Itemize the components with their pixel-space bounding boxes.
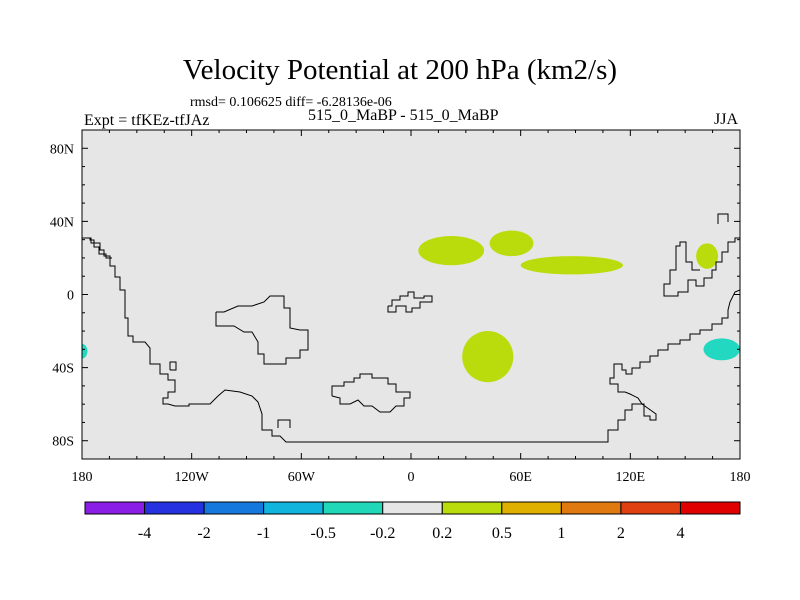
- x-tick-label: 60E: [509, 470, 532, 485]
- colorbar-swatch: [84, 501, 146, 515]
- statistics-label: rmsd= 0.106625 diff= -6.28136e-06: [190, 95, 392, 110]
- cases-label: 515_0_MaBP - 515_0_MaBP: [308, 107, 499, 124]
- page-title: Velocity Potential at 200 hPa (km2/s): [182, 54, 618, 86]
- coastline-block-south: [331, 373, 411, 413]
- x-tick-label: 180: [730, 470, 751, 485]
- plot-background: [82, 130, 740, 459]
- anomaly-layer: [82, 230, 740, 383]
- y-tick-label: 80N: [50, 142, 74, 157]
- y-tick-label: 40N: [50, 215, 74, 230]
- colorbar-label: 1: [557, 525, 565, 542]
- colorbar-swatch: [322, 501, 384, 515]
- colorbar-swatch: [263, 501, 324, 515]
- anomaly-negative-6: [82, 343, 88, 359]
- anomaly-negative-5: [703, 338, 740, 361]
- colorbar-label: -0.2: [370, 525, 395, 542]
- coastline-north-america: [82, 237, 112, 259]
- colorbar: -4 -2 -1 -0.5 -0.2 0.2 0.5 1 2 4: [84, 501, 741, 542]
- anomaly-positive-0: [418, 236, 485, 266]
- colorbar-swatch: [501, 501, 562, 515]
- coastline-layer: [82, 213, 740, 443]
- coastline-island-south: [277, 419, 291, 428]
- colorbar-label: -1: [257, 525, 270, 542]
- coastline-south-america: [82, 237, 740, 443]
- colorbar-label: -2: [197, 525, 210, 542]
- y-tick-label: 80S: [52, 435, 74, 450]
- colorbar-swatch: [620, 501, 681, 515]
- colorbar-swatch: [560, 501, 622, 515]
- tick-layer: 180 120W 60W 0 60E 120E 180 80N 40N 0 40S 80S: [50, 129, 751, 485]
- coastline-asia-east: [663, 237, 740, 297]
- colorbar-label: -4: [138, 525, 151, 542]
- colorbar-swatch: [144, 501, 205, 515]
- colorbar-swatch: [679, 501, 741, 515]
- colorbar-label: 0.2: [432, 525, 452, 542]
- colorbar-swatch: [382, 501, 443, 515]
- x-tick-label: 60W: [288, 470, 316, 485]
- colorbar-swatch: [203, 501, 265, 515]
- x-tick-label: 0: [408, 470, 415, 485]
- colorbar-label: 0.5: [492, 525, 512, 542]
- x-tick-label: 120W: [175, 470, 210, 485]
- coastline-block-center: [387, 291, 433, 313]
- season-label: JJA: [714, 111, 739, 128]
- y-tick-label: 40S: [52, 362, 74, 377]
- x-tick-label: 180: [72, 470, 93, 485]
- colorbar-swatch: [441, 501, 503, 515]
- coastline-block-west: [215, 295, 309, 365]
- colorbar-label: 2: [617, 525, 625, 542]
- coastline-island-west: [169, 361, 177, 371]
- anomaly-positive-4: [462, 331, 514, 383]
- experiment-label: Expt = tfKEz-tfJAz: [84, 112, 210, 129]
- anomaly-positive-3: [696, 243, 719, 269]
- colorbar-label: -0.5: [311, 525, 336, 542]
- coastline-island-east: [717, 213, 729, 224]
- colorbar-label: 4: [676, 525, 684, 542]
- anomaly-positive-1: [489, 230, 534, 257]
- y-tick-label: 0: [67, 289, 74, 304]
- x-tick-label: 120E: [616, 470, 646, 485]
- anomaly-positive-2: [520, 256, 624, 275]
